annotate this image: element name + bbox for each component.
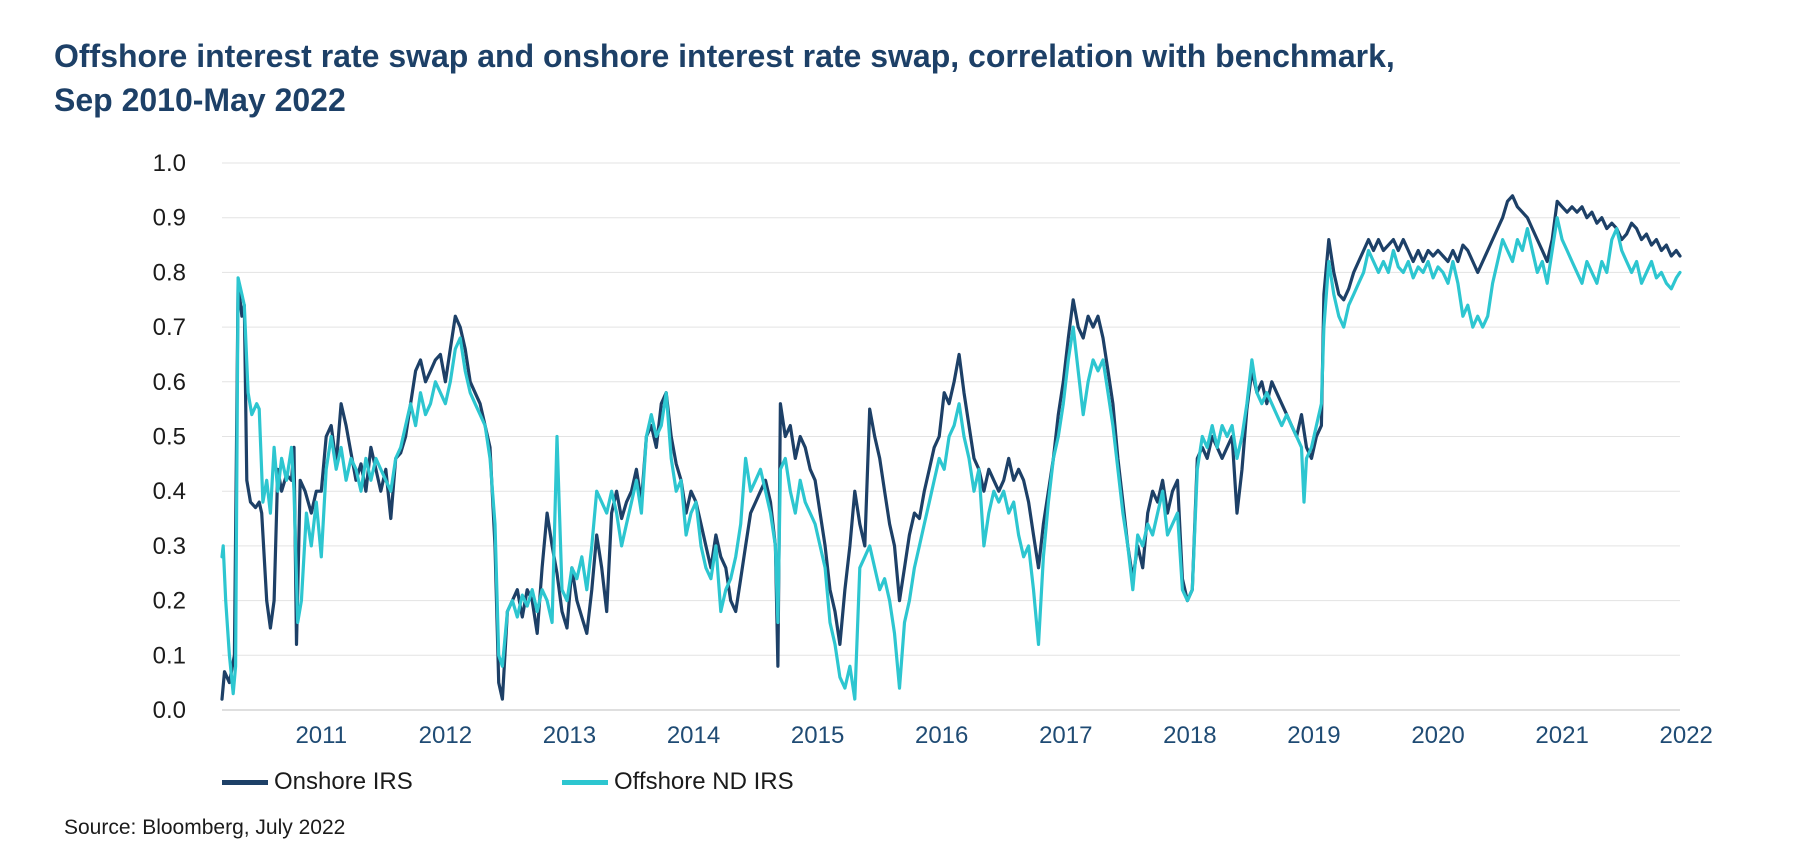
y-tick-label: 0.4 bbox=[153, 478, 186, 505]
legend-item-offshore: Offshore ND IRS bbox=[562, 762, 794, 802]
legend-swatch-offshore bbox=[562, 779, 608, 785]
x-tick-label: 2014 bbox=[667, 722, 720, 749]
y-tick-label: 0.2 bbox=[153, 588, 186, 615]
x-tick-label: 2015 bbox=[791, 722, 844, 749]
x-tick-label: 2017 bbox=[1039, 722, 1092, 749]
legend-label-offshore: Offshore ND IRS bbox=[614, 768, 794, 795]
y-tick-label: 0.0 bbox=[153, 697, 186, 724]
source-note: Source: Bloomberg, July 2022 bbox=[64, 816, 346, 839]
x-tick-label: 2019 bbox=[1287, 722, 1340, 749]
y-tick-label: 1.0 bbox=[153, 150, 186, 177]
y-tick-label: 0.5 bbox=[153, 424, 186, 451]
y-tick-label: 0.7 bbox=[153, 314, 186, 341]
y-tick-label: 0.9 bbox=[153, 205, 186, 232]
x-tick-label: 2013 bbox=[543, 722, 596, 749]
series-line-onshore-irs bbox=[220, 194, 1682, 701]
x-tick-label: 2012 bbox=[419, 722, 472, 749]
y-tick-label: 0.6 bbox=[153, 369, 186, 396]
legend-swatch-onshore bbox=[222, 779, 268, 785]
y-tick-label: 0.3 bbox=[153, 533, 186, 560]
x-tick-label: 2020 bbox=[1411, 722, 1464, 749]
x-tick-label: 2021 bbox=[1535, 722, 1588, 749]
x-tick-label: 2016 bbox=[915, 722, 968, 749]
y-tick-label: 0.1 bbox=[153, 642, 186, 669]
y-tick-label: 0.8 bbox=[153, 259, 186, 286]
series-line-offshore-nd-irs bbox=[220, 216, 1682, 701]
chart-title-line-1: Offshore interest rate swap and onshore … bbox=[54, 38, 1395, 74]
x-tick-label: 2011 bbox=[295, 722, 347, 749]
legend-label-onshore: Onshore IRS bbox=[274, 768, 413, 795]
x-tick-label: 2018 bbox=[1163, 722, 1216, 749]
chart-title-line-2: Sep 2010-May 2022 bbox=[54, 82, 346, 118]
chart-title: Offshore interest rate swap and onshore … bbox=[54, 34, 1754, 122]
x-tick-label: 2022 bbox=[1660, 722, 1713, 749]
legend-item-onshore: Onshore IRS bbox=[222, 762, 413, 802]
